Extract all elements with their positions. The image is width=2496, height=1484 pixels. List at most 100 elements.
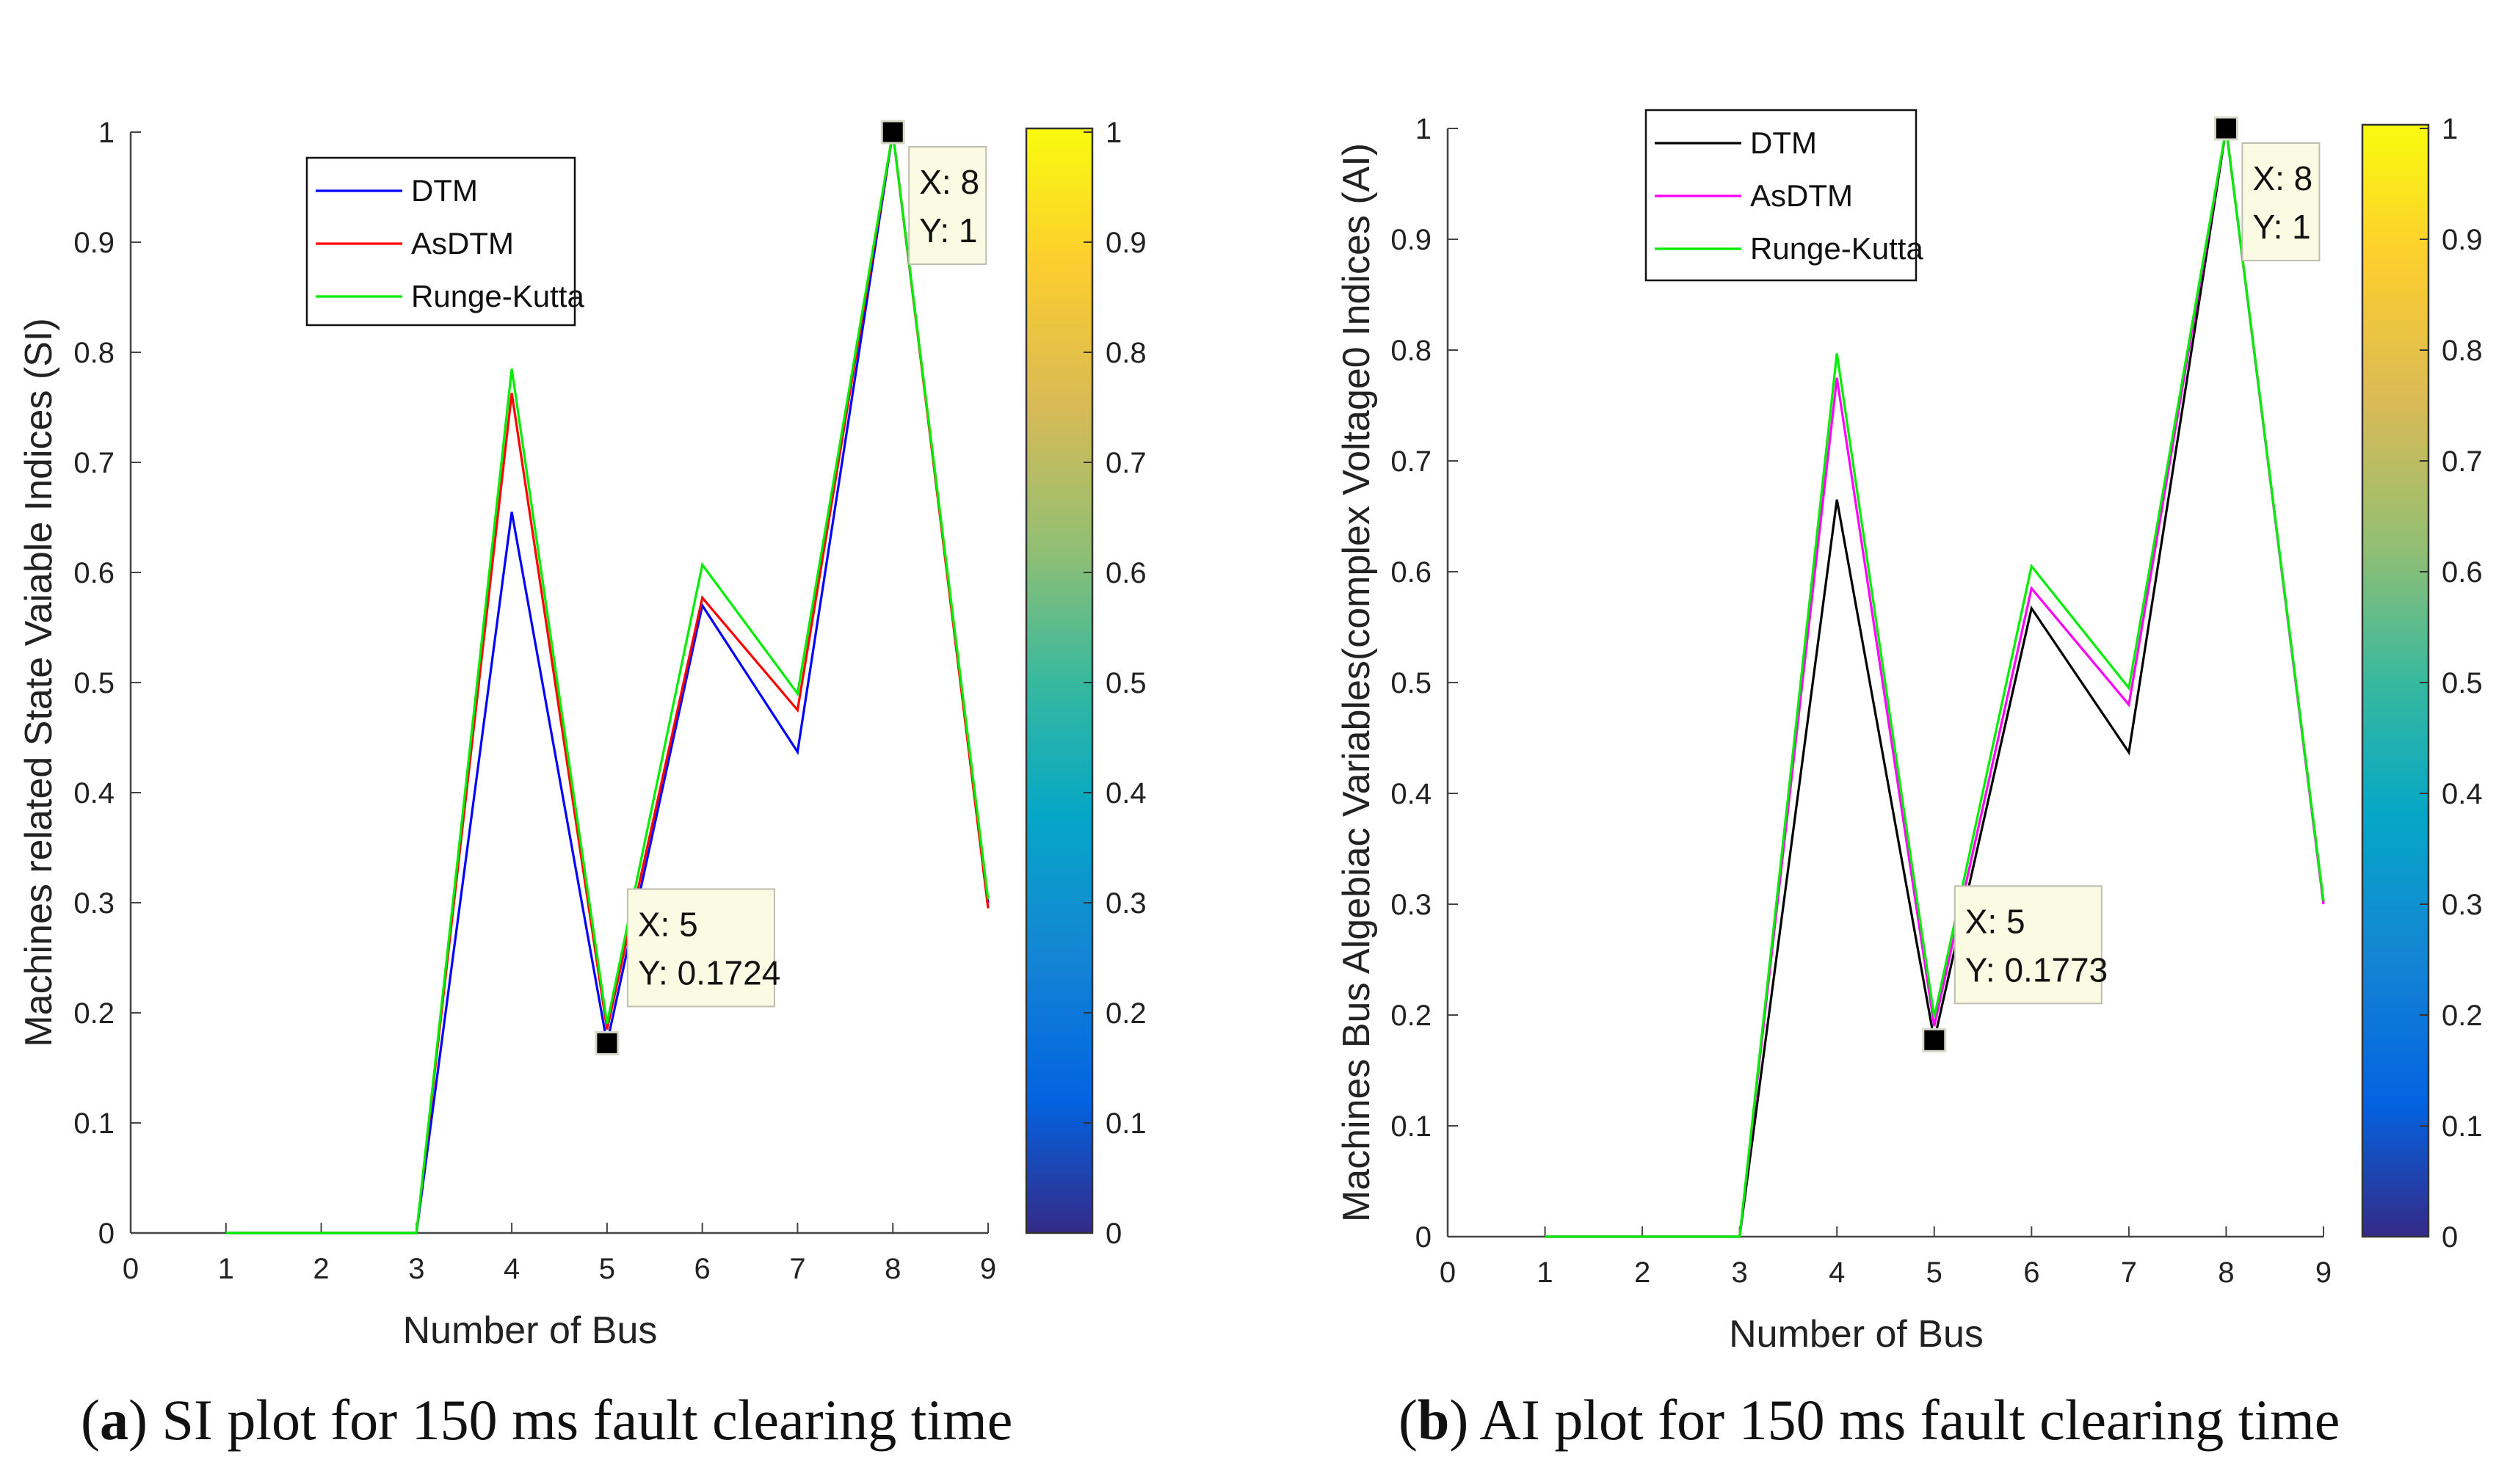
- panel-b-colorbar-tick-label: 0.1: [2442, 1110, 2483, 1143]
- panel-b-x-tick-label: 6: [2023, 1256, 2039, 1289]
- panel-a-colorbar-tick-label: 0.4: [1106, 777, 1147, 810]
- panel-b-series-line-dtm: [1545, 128, 2325, 1238]
- panel-a-colorbar-tick-label: 0: [1106, 1218, 1122, 1250]
- panel-b-x-tick-label: 1: [1537, 1256, 1553, 1289]
- panel-b-x-tick-label: 5: [1926, 1256, 1942, 1289]
- panel-a-x-tick-label: 0: [123, 1253, 139, 1285]
- panel-a-datatip-box: [626, 888, 775, 1008]
- caption-b-text: AI plot for 150 ms fault clearing time: [1479, 1388, 2340, 1452]
- panel-a-datatip-x: X: 8: [919, 163, 979, 201]
- panel-b-series-line-runge-kutta: [1545, 128, 2325, 1238]
- panel-b-y-tick-label: 0: [1415, 1221, 1432, 1254]
- panel-b-datatip-x: X: 5: [1965, 902, 2025, 940]
- panel-a-colorbar-tick-label: 0.5: [1106, 667, 1147, 699]
- panel-b-y-tick-label: 0.5: [1390, 667, 1432, 699]
- panel-b-datatip-y: Y: 0.1773: [1965, 950, 2108, 989]
- panel-b-colorbar-tick-label: 0.7: [2442, 445, 2483, 478]
- panel-b-colorbar-tick-label: 0: [2442, 1221, 2458, 1254]
- panel-b-y-tick-label: 0.8: [1390, 335, 1432, 367]
- caption-b-letter: b: [1417, 1388, 1450, 1452]
- panel-a-x-tick-label: 4: [504, 1253, 520, 1285]
- panel-b-datatip-marker: [2213, 116, 2238, 141]
- panel-a-y-tick-label: 0: [98, 1218, 115, 1250]
- panel-b-x-tick-label: 3: [1732, 1256, 1748, 1289]
- panel-a-colorbar-tick-label: 0.8: [1106, 337, 1147, 369]
- panel-b-colorbar-tick-label: 0.3: [2442, 889, 2483, 921]
- panel-b-datatip-box: [2241, 142, 2321, 261]
- panel-a-colorbar-tick-label: 1: [1106, 117, 1122, 149]
- panel-b-colorbar-tick-label: 0.5: [2442, 667, 2483, 699]
- panel-b-colorbar-tick-label: 0.4: [2442, 778, 2483, 810]
- panel-a-x-tick-label: 5: [599, 1253, 615, 1285]
- panel-b-series-line-asdtm: [1545, 128, 2325, 1238]
- panel-b-datatip-box: [1953, 885, 2103, 1005]
- panel-a-x-tick-label: 2: [313, 1253, 329, 1285]
- panel-a-y-tick-label: 0.3: [73, 887, 115, 920]
- panel-b-y-axis-label: Machines Bus Algebiac Variables(complex …: [1335, 143, 1378, 1222]
- panel-a-datatip-marker: [595, 1030, 620, 1055]
- panel-b-y-tick-label: 1: [1415, 113, 1432, 145]
- panel-a-y-axis-label: Machines related State Vaiable Indices (…: [18, 318, 60, 1047]
- panel-a-y-tick-label: 0.4: [73, 777, 115, 810]
- panel-b-datatip-x: X: 8: [2252, 159, 2312, 197]
- panel-a-x-tick-label: 8: [885, 1253, 901, 1285]
- panel-a-colorbar: [1025, 127, 1094, 1234]
- panel-a-y-tick-label: 0.1: [73, 1107, 115, 1140]
- panel-b-legend-label: AsDTM: [1750, 178, 1853, 213]
- panel-b-legend-label: DTM: [1750, 126, 1817, 160]
- panel-a-datatip-marker: [880, 120, 905, 145]
- panel-a-y-tick-label: 0.2: [73, 997, 115, 1030]
- panel-b-y-tick-label: 0.2: [1390, 1000, 1432, 1032]
- panel-b-y-tick-label: 0.3: [1390, 889, 1432, 921]
- panel-b-x-tick-label: 0: [1440, 1256, 1456, 1289]
- panel-a-x-tick-label: 9: [980, 1253, 996, 1285]
- panel-b-colorbar: [2361, 123, 2430, 1238]
- panel-a-x-tick-label: 7: [789, 1253, 805, 1285]
- panel-a-chart: 0 1 2 3 4 5 6 7 8 9 0 0.1 0.2 0.3 0.4 0.5 0.6 0.7 0.8 0.9 1 N…: [18, 117, 1147, 1352]
- panel-b-y-tick-label: 0.6: [1390, 556, 1432, 589]
- panel-b-y-tick-label: 0.1: [1390, 1110, 1432, 1143]
- panel-a-series-line-runge-kutta: [225, 131, 990, 1234]
- panel-b-colorbar-tick-label: 1: [2442, 113, 2458, 145]
- panel-a-y-tick-label: 0.5: [73, 667, 115, 699]
- panel-a-x-tick-label: 1: [218, 1253, 234, 1285]
- panel-b-y-tick-label: 0.7: [1390, 445, 1432, 478]
- panel-b-colorbar-tick-label: 0.6: [2442, 556, 2483, 589]
- panel-b-chart: 0 1 2 3 4 5 6 7 8 9 0 0.1 0.2 0.3 0.4 0.5 0.6 0.7 0.8 0.9 1 N…: [1335, 109, 2483, 1356]
- panel-b-x-tick-label: 9: [2315, 1256, 2332, 1289]
- panel-a-x-tick-label: 6: [694, 1253, 711, 1285]
- panel-b-x-axis-label: Number of Bus: [1729, 1313, 1984, 1356]
- panel-a-y-tick-label: 1: [98, 117, 115, 149]
- panel-a-datatip-box: [908, 146, 987, 265]
- panel-a-colorbar-tick-label: 0.2: [1106, 997, 1147, 1030]
- panel-b-colorbar-tick-label: 0.8: [2442, 335, 2483, 367]
- caption-a-text: SI plot for 150 ms fault clearing time: [162, 1388, 1013, 1452]
- panel-b-x-tick-label: 4: [1829, 1256, 1845, 1289]
- panel-a-datatip-y: Y: 1: [919, 211, 977, 250]
- panel-b-datatip-y: Y: 1: [2252, 208, 2310, 246]
- panel-a-datatip-x: X: 5: [638, 905, 698, 943]
- panel-a-legend-label: Runge-Kutta: [411, 279, 584, 313]
- panel-a-legend-label: AsDTM: [411, 226, 514, 261]
- panel-a-x-tick-label: 3: [408, 1253, 424, 1285]
- caption-a-letter: a: [99, 1388, 128, 1452]
- panel-b-y-tick-label: 0.4: [1390, 778, 1432, 810]
- panel-b-colorbar-tick-label: 0.2: [2442, 1000, 2483, 1032]
- panel-a-colorbar-tick-label: 0.1: [1106, 1107, 1147, 1140]
- panel-b-y-tick-label: 0.9: [1390, 224, 1432, 256]
- panel-a-colorbar-tick-label: 0.7: [1106, 447, 1147, 479]
- panel-a-y-tick-label: 0.9: [73, 227, 115, 259]
- panel-b-x-tick-label: 8: [2218, 1256, 2234, 1289]
- panel-b-legend-label: Runge-Kutta: [1750, 231, 1923, 266]
- panel-a-datatip-y: Y: 0.1724: [638, 953, 780, 992]
- panel-a-y-tick-label: 0.7: [73, 447, 115, 479]
- panel-b-datatip-marker: [1922, 1027, 1947, 1052]
- panel-a-colorbar-tick-label: 0.6: [1106, 557, 1147, 589]
- panel-a-y-tick-label: 0.6: [73, 557, 115, 589]
- panel-a-legend-label: DTM: [411, 173, 478, 208]
- panel-a-colorbar-tick-label: 0.9: [1106, 227, 1147, 259]
- panel-a-colorbar-tick-label: 0.3: [1106, 887, 1147, 920]
- panel-b-colorbar-tick-label: 0.9: [2442, 224, 2483, 256]
- panel-a-y-tick-label: 0.8: [73, 337, 115, 369]
